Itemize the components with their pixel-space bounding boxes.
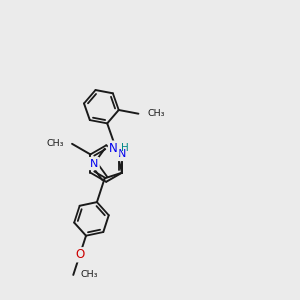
Text: CH₃: CH₃ bbox=[81, 270, 98, 279]
Text: N: N bbox=[109, 142, 118, 155]
Text: H: H bbox=[121, 143, 129, 153]
Text: O: O bbox=[75, 248, 85, 261]
Text: N: N bbox=[118, 149, 126, 159]
Text: N: N bbox=[90, 158, 98, 169]
Text: CH₃: CH₃ bbox=[46, 139, 64, 148]
Text: CH₃: CH₃ bbox=[147, 109, 165, 118]
